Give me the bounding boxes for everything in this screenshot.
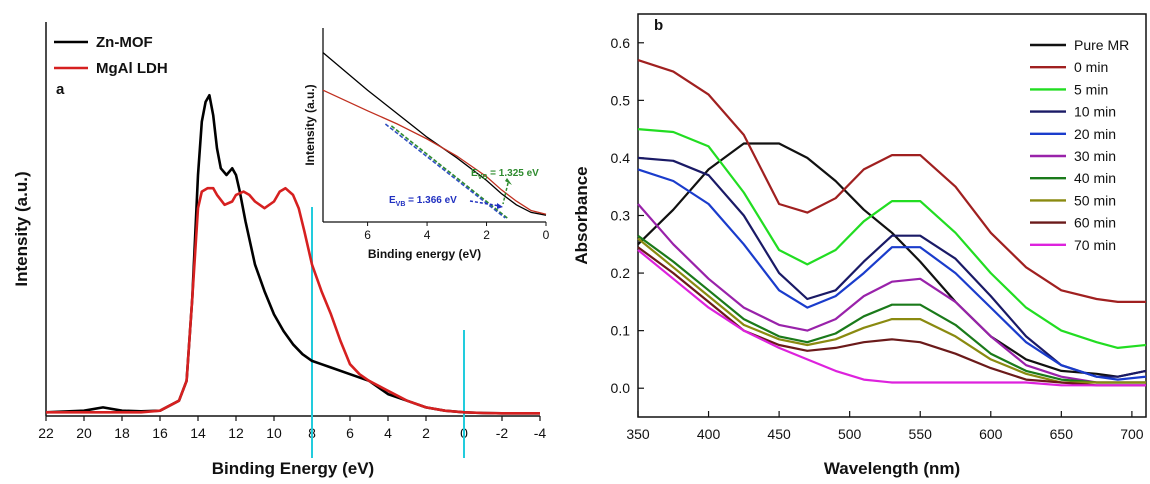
inset-x-tick-label: 4 [424,228,431,242]
series-line [637,203,1146,384]
x-tick-label-b: 400 [697,426,721,442]
inset-series-line [322,52,547,216]
x-tick-label-a: 6 [346,425,354,441]
annotation-value: = 1.325 eV [487,168,539,179]
annotation-value: = 1.366 eV [405,195,457,206]
x-tick-label-a: 18 [114,425,130,441]
x-tick-label-a: -2 [496,425,509,441]
legend-label: 5 min [1074,81,1108,97]
x-tick-label-a: 2 [422,425,430,441]
annotation-arrowhead [505,178,512,185]
y-axis-label-a: Intensity (a.u.) [12,171,31,286]
x-tick-label-a: 20 [76,425,92,441]
inset-x-tick-label: 6 [364,228,371,242]
legend-label: 70 min [1074,237,1116,253]
inset: 6 4 2 0 Binding energy (eV) Intensity (a.u.) E… [303,28,550,261]
plot-frame-b [637,13,1147,418]
inset-x-tick-label: 2 [483,228,490,242]
series-line [46,186,540,415]
y-tick-label-b: 0.4 [611,150,631,166]
y-tick-label-b: 0.5 [611,92,631,108]
panel-label-b: b [654,17,663,34]
annotation-sub: VB [478,174,488,181]
legend-label: 50 min [1074,192,1116,208]
series-line [637,59,1146,303]
annotation-evb-green: EVB = 1.325 eV [471,168,539,181]
legend-label: 40 min [1074,170,1116,186]
panel-b: 350 400 450 500 550 600 650 700 0.0 0.1 0.2 0.3 0.4 0… [572,13,1147,478]
x-axis-label-a: Binding Energy (eV) [212,459,374,478]
annotation-arrow [469,200,501,207]
legend-label: 20 min [1074,126,1116,142]
series-line [637,249,1146,387]
annotation-arrow [502,182,509,205]
legend-label: Zn-MOF [96,34,153,51]
inset-series-line [322,89,547,215]
inset-x-tick-label: 0 [543,228,550,242]
x-tick-label-a: 12 [228,425,244,441]
x-tick-label-b: 650 [1050,426,1074,442]
x-tick-label-a: -4 [534,425,547,441]
x-tick-label-a: 4 [384,425,392,441]
legend-label: MgAl LDH [96,60,168,77]
x-axis-label-b: Wavelength (nm) [824,459,960,478]
series-line [637,246,1146,387]
series-line [637,156,1147,378]
x-tick-label-a: 10 [266,425,282,441]
y-tick-label-b: 0.3 [611,208,631,224]
x-tick-label-b: 450 [767,426,791,442]
inset-fit-line [384,123,506,219]
series-line [637,128,1147,349]
legend-label: 60 min [1074,215,1116,231]
x-tick-label-b: 600 [979,426,1003,442]
y-axis-label-b: Absorbance [572,166,591,264]
x-tick-label-b: 350 [626,426,650,442]
x-tick-label-a: 14 [190,425,206,441]
legend-label: 0 min [1074,59,1108,75]
annotation-arrowhead [497,203,503,209]
legend-label: 30 min [1074,148,1116,164]
x-tick-label-b: 700 [1120,426,1144,442]
inset-x-axis-label: Binding energy (eV) [368,247,481,261]
y-tick-label-b: 0.2 [611,265,631,281]
inset-y-axis-label: Intensity (a.u.) [303,84,317,165]
x-tick-label-a: 16 [152,425,168,441]
annotation-evb-blue: EVB = 1.366 eV [389,195,457,208]
x-tick-label-a: 22 [38,425,54,441]
series-line [637,234,1146,384]
y-tick-label-b: 0.0 [611,380,631,396]
legend-label: 10 min [1074,104,1116,120]
series-line [637,168,1147,381]
inset-fit-line [390,125,508,219]
panel-label-a: a [56,81,65,98]
annotation-sub: VB [396,201,406,208]
series-line [637,142,1147,378]
x-tick-label-b: 500 [838,426,862,442]
y-tick-label-b: 0.6 [611,35,631,51]
x-tick-label-b: 550 [909,426,933,442]
y-tick-label-b: 0.1 [611,323,631,339]
legend-label: Pure MR [1074,37,1129,53]
